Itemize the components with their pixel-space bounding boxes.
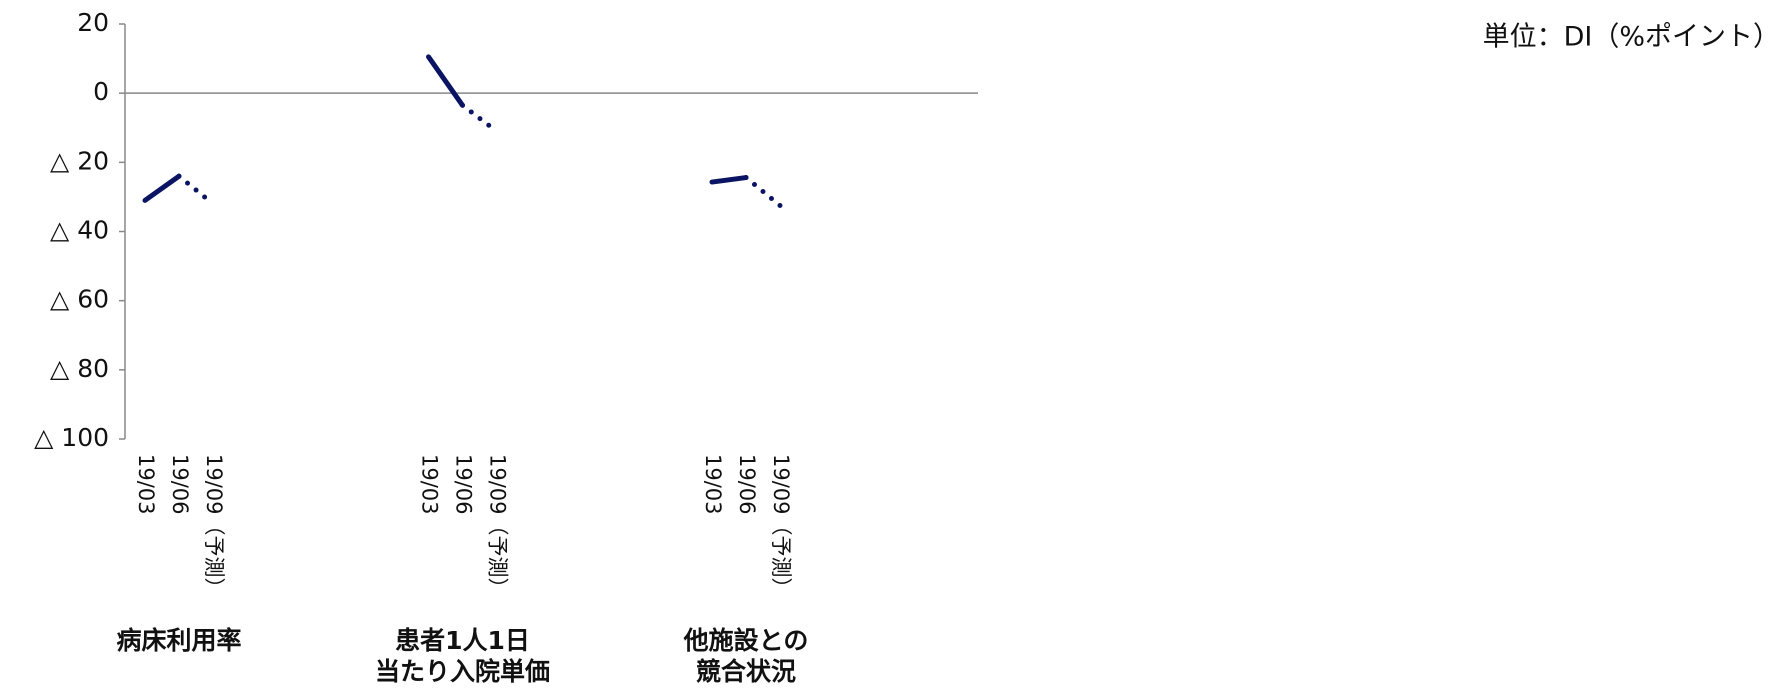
y-tick-label: 20 <box>77 8 109 37</box>
line <box>142 173 182 203</box>
y-tick-label: △ 20 <box>50 146 109 175</box>
category-label: 競合状況 <box>696 657 796 686</box>
y-tick-label: △ 100 <box>34 423 109 452</box>
x-tick-label: 19/03 <box>134 454 158 515</box>
category-label: 他施設との <box>683 626 809 655</box>
x-tick-label: 19/09（予測） <box>202 454 226 599</box>
y-tick-label: △ 60 <box>50 285 109 314</box>
x-tick-label: 19/06 <box>168 454 192 515</box>
y-tick-label: △ 80 <box>50 354 109 383</box>
x-tick-label: 19/03 <box>701 454 725 515</box>
x-tick-label: 19/09（予測） <box>769 454 793 599</box>
category-label: 患者1人1日 <box>395 626 530 655</box>
x-tick-label: 19/06 <box>452 454 476 515</box>
x-tick-label: 19/06 <box>735 454 759 515</box>
y-tick-label: 0 <box>93 77 109 106</box>
category-label: 病床利用率 <box>116 626 241 655</box>
unit-label: 単位：DI（%ポイント） <box>1483 22 1780 53</box>
forecast-line <box>743 175 783 209</box>
x-tick-label: 19/03 <box>418 454 442 515</box>
category-label: 当たり入院単価 <box>375 657 550 686</box>
x-tick-label: 19/09（予測） <box>486 454 510 599</box>
line <box>709 175 749 185</box>
line <box>426 54 465 108</box>
y-tick-label: △ 40 <box>50 216 109 245</box>
forecast-line <box>460 102 499 134</box>
forecast-line <box>176 173 216 207</box>
